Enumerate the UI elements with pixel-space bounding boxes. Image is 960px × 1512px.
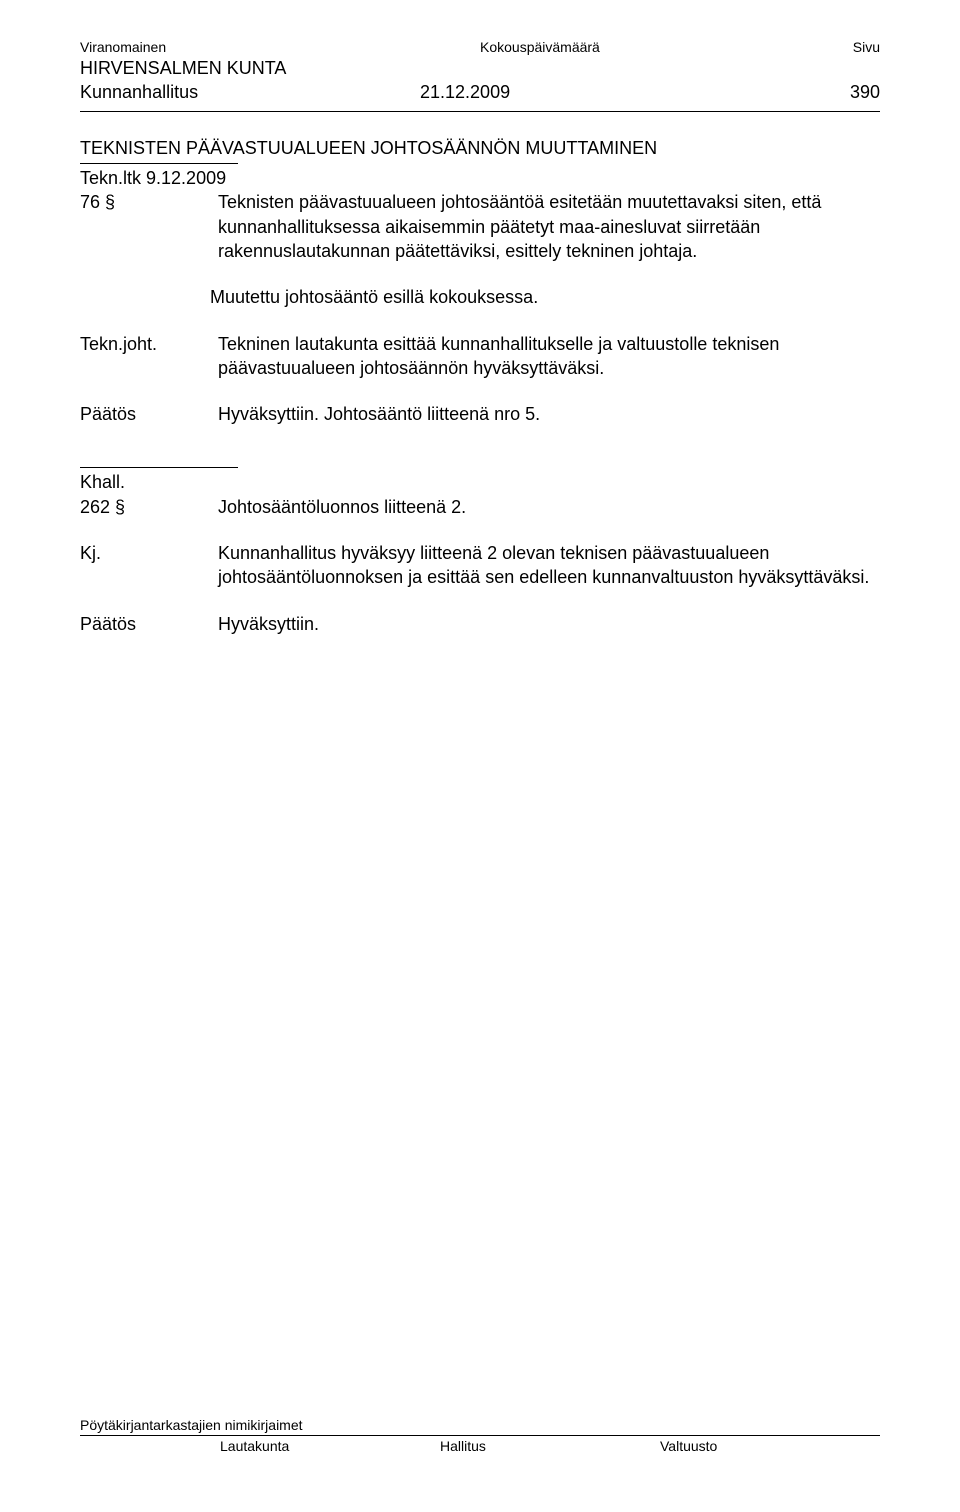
item2-kj-text: Kunnanhallitus hyväksyy liitteenä 2 olev… [218, 541, 880, 590]
body-name: Kunnanhallitus [80, 80, 380, 104]
page-number: 390 [820, 80, 880, 104]
item2-num: 262 § [80, 495, 218, 519]
footer-c2: Hallitus [440, 1438, 660, 1454]
item2-paatos-text: Hyväksyttiin. [218, 612, 880, 636]
header-labels-row: Viranomainen Kokouspäivämäärä Sivu [80, 38, 880, 56]
item1-row-num: 76 § Teknisten päävastuualueen johtosään… [80, 190, 880, 263]
item2-para1: Johtosääntöluonnos liitteenä 2. [218, 495, 880, 519]
item2-ref: Khall. [80, 470, 880, 494]
item2-paatos-label: Päätös [80, 612, 218, 636]
footer: Pöytäkirjantarkastajien nimikirjaimet La… [80, 1417, 880, 1454]
header-left-label: Viranomainen [80, 38, 420, 56]
header-center-label: Kokouspäivämäärä [420, 38, 820, 56]
item-1: Tekn.ltk 9.12.2009 76 § Teknisten päävas… [80, 166, 880, 426]
item1-paatos-text: Hyväksyttiin. Johtosääntö liitteenä nro … [218, 402, 880, 426]
item2-paatos-row: Päätös Hyväksyttiin. [80, 612, 880, 636]
footer-rule [80, 1435, 880, 1436]
item2-underline [80, 466, 238, 468]
item-2: Khall. 262 § Johtosääntöluonnos liitteen… [80, 470, 880, 635]
header-right-label: Sivu [820, 38, 880, 56]
item1-ref: Tekn.ltk 9.12.2009 [80, 166, 880, 190]
footer-c1: Lautakunta [220, 1438, 440, 1454]
item1-paatos-label: Päätös [80, 402, 218, 426]
page: Viranomainen Kokouspäivämäärä Sivu HIRVE… [0, 0, 960, 1512]
footer-row: Lautakunta Hallitus Valtuusto [80, 1438, 880, 1454]
footer-c3: Valtuusto [660, 1438, 880, 1454]
meeting-date: 21.12.2009 [380, 80, 820, 104]
item1-paatos-row: Päätös Hyväksyttiin. Johtosääntö liittee… [80, 402, 880, 426]
section-title: TEKNISTEN PÄÄVASTUUALUEEN JOHTOSÄÄNNÖN M… [80, 136, 880, 160]
header-rule [80, 111, 880, 112]
header-body-row: Kunnanhallitus 21.12.2009 390 [80, 80, 880, 104]
item1-num: 76 § [80, 190, 218, 263]
title-underline [80, 162, 238, 164]
item1-para2: Muutettu johtosääntö esillä kokouksessa. [210, 285, 880, 309]
item1-tekn-row: Tekn.joht. Tekninen lautakunta esittää k… [80, 332, 880, 381]
item1-para1: Teknisten päävastuualueen johtosääntöä e… [218, 190, 880, 263]
item2-kj-label: Kj. [80, 541, 218, 590]
footer-caption: Pöytäkirjantarkastajien nimikirjaimet [80, 1417, 880, 1433]
item1-tekn-text: Tekninen lautakunta esittää kunnanhallit… [218, 332, 880, 381]
org-name: HIRVENSALMEN KUNTA [80, 56, 880, 80]
item1-tekn-label: Tekn.joht. [80, 332, 218, 381]
item2-kj-row: Kj. Kunnanhallitus hyväksyy liitteenä 2 … [80, 541, 880, 590]
item2-row-num: 262 § Johtosääntöluonnos liitteenä 2. [80, 495, 880, 519]
footer-spacer [80, 1438, 220, 1454]
